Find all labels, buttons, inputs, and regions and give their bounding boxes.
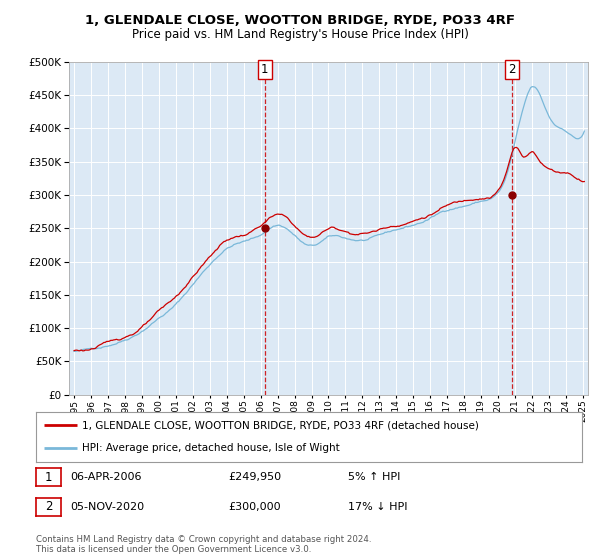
Text: 1: 1 xyxy=(45,470,52,484)
Text: 1: 1 xyxy=(261,63,269,76)
Text: Price paid vs. HM Land Registry's House Price Index (HPI): Price paid vs. HM Land Registry's House … xyxy=(131,28,469,41)
Text: 05-NOV-2020: 05-NOV-2020 xyxy=(70,502,145,512)
Text: 1, GLENDALE CLOSE, WOOTTON BRIDGE, RYDE, PO33 4RF (detached house): 1, GLENDALE CLOSE, WOOTTON BRIDGE, RYDE,… xyxy=(82,420,479,430)
Text: 06-APR-2006: 06-APR-2006 xyxy=(70,472,142,482)
Text: 1, GLENDALE CLOSE, WOOTTON BRIDGE, RYDE, PO33 4RF: 1, GLENDALE CLOSE, WOOTTON BRIDGE, RYDE,… xyxy=(85,14,515,27)
Text: £249,950: £249,950 xyxy=(228,472,281,482)
Text: 17% ↓ HPI: 17% ↓ HPI xyxy=(348,502,407,512)
Text: 5% ↑ HPI: 5% ↑ HPI xyxy=(348,472,400,482)
Text: HPI: Average price, detached house, Isle of Wight: HPI: Average price, detached house, Isle… xyxy=(82,444,340,454)
Text: 2: 2 xyxy=(508,63,516,76)
Text: £300,000: £300,000 xyxy=(228,502,281,512)
Text: Contains HM Land Registry data © Crown copyright and database right 2024.
This d: Contains HM Land Registry data © Crown c… xyxy=(36,535,371,554)
Text: 2: 2 xyxy=(45,500,52,514)
